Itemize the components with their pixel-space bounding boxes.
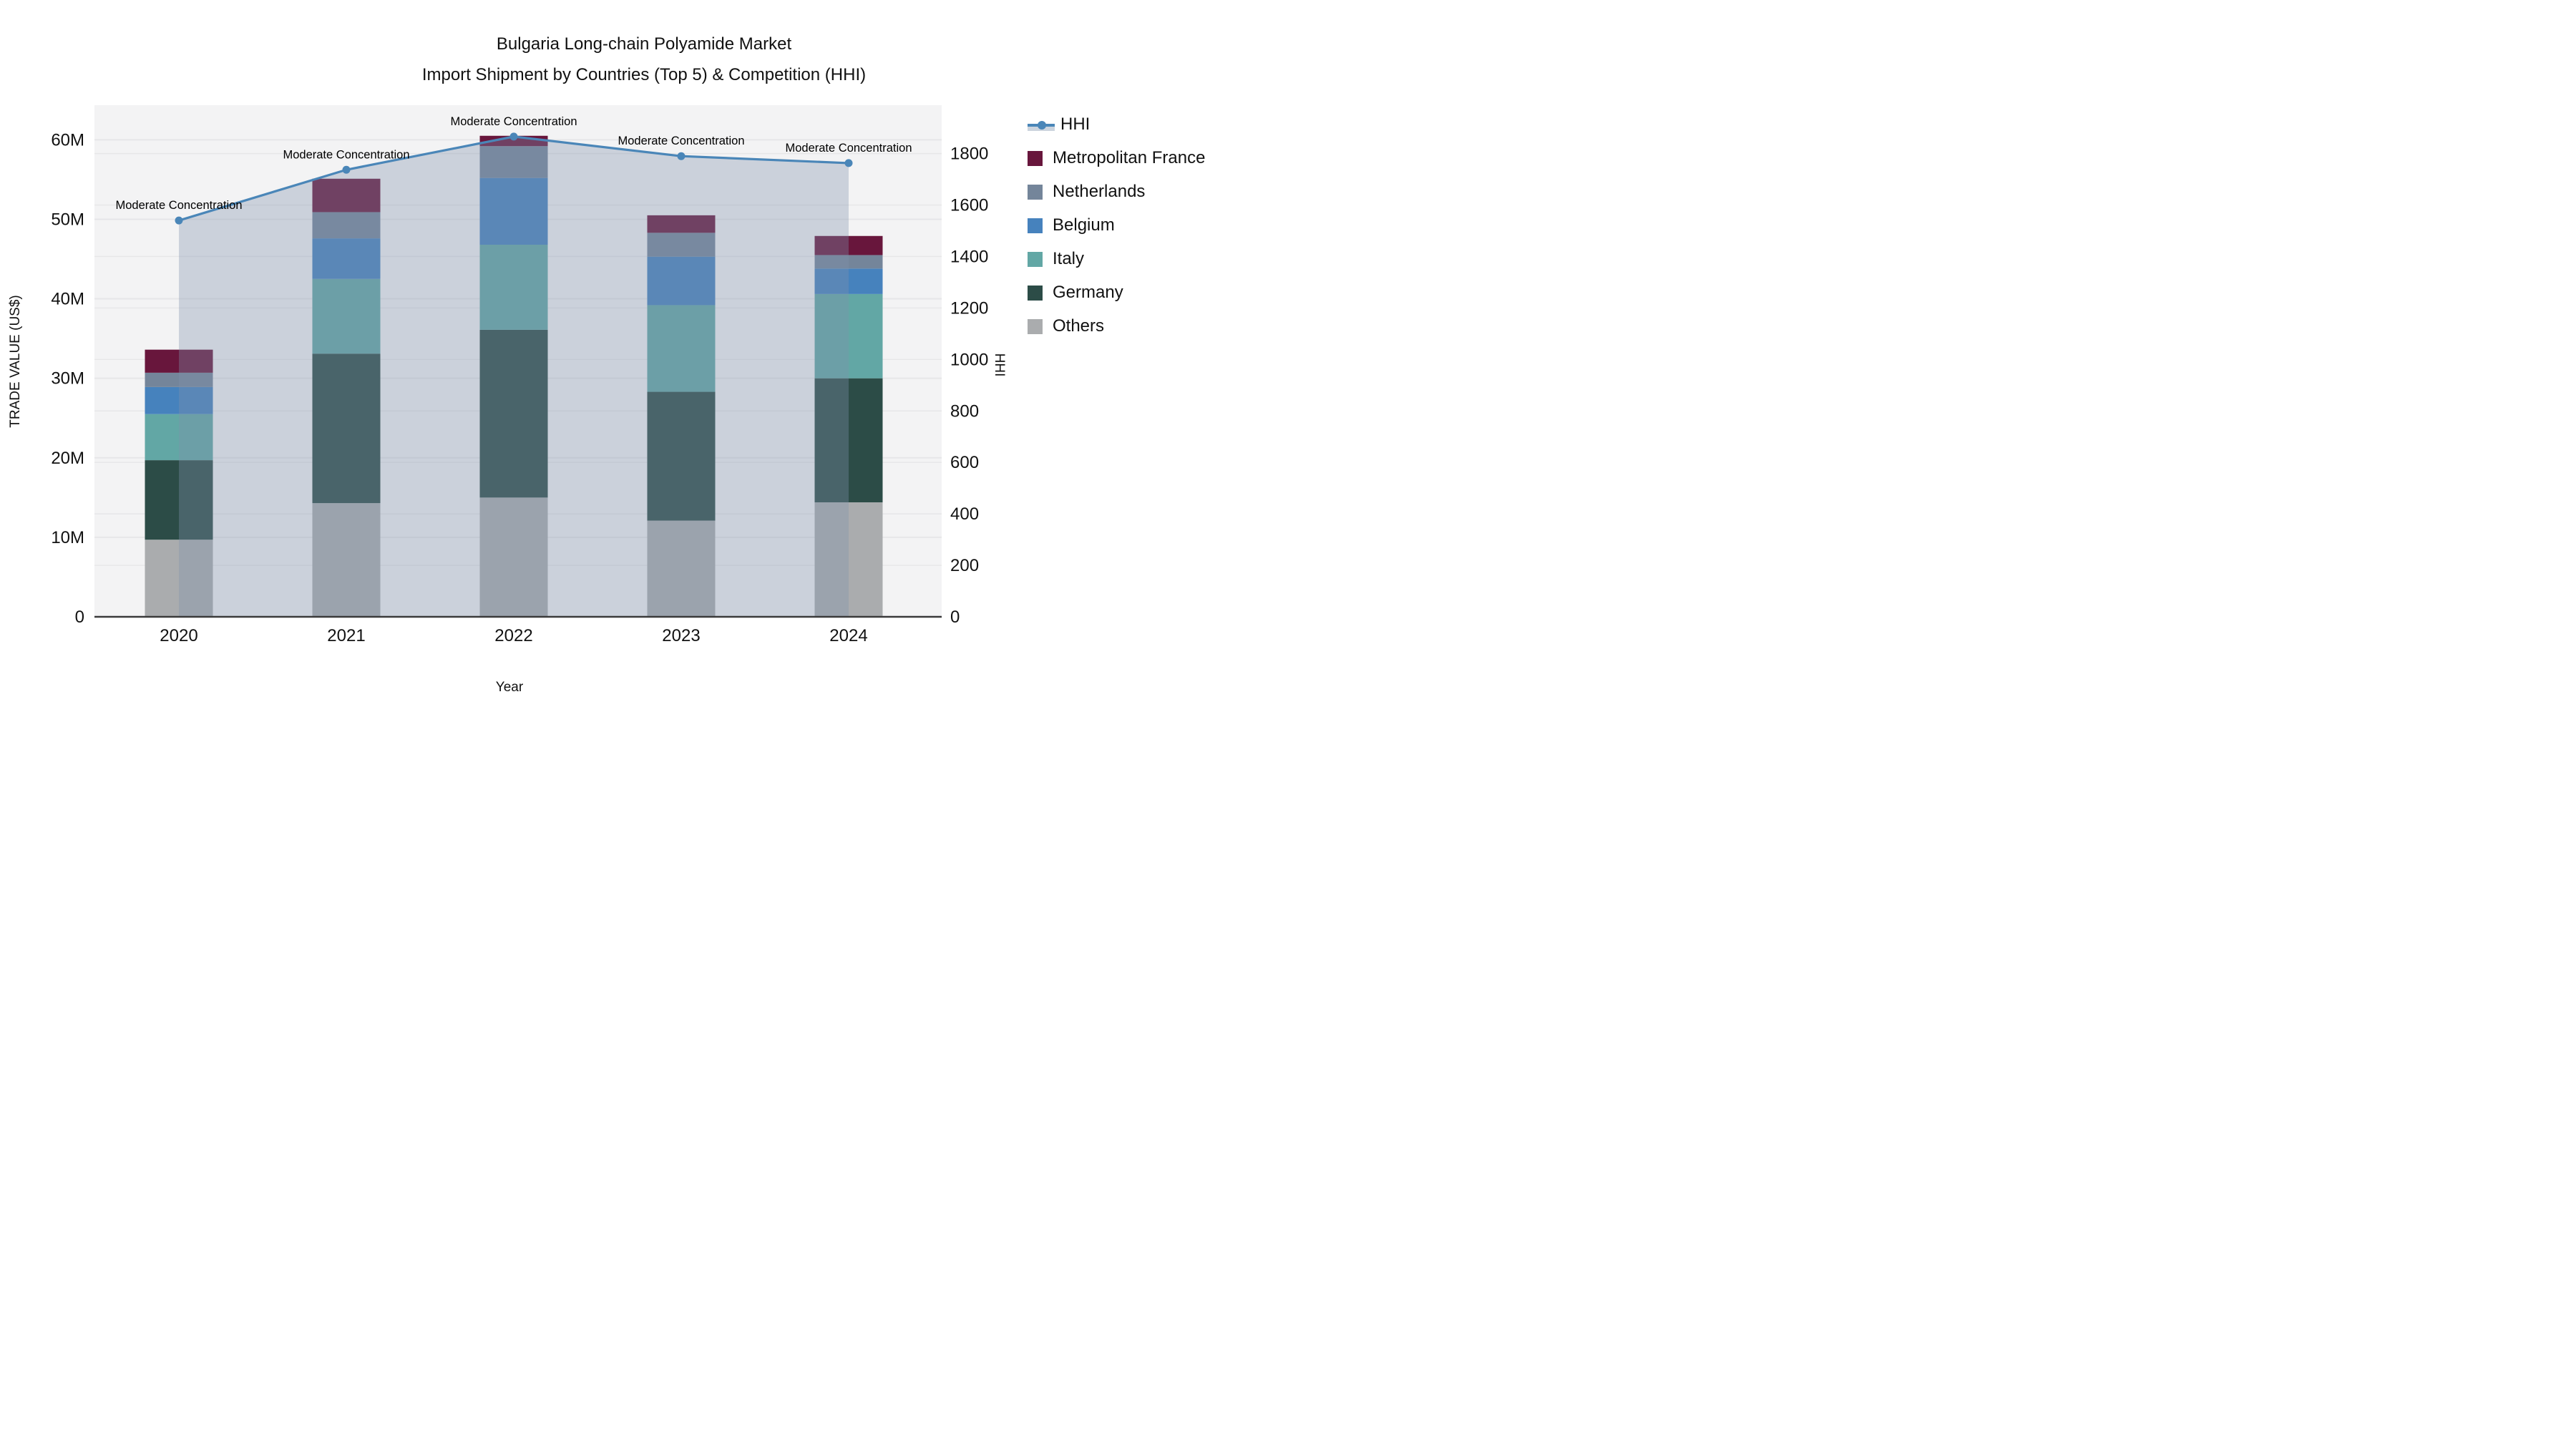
bar-2024-segment-italy [814,293,883,379]
bar-2024-segment-netherlands [814,255,883,269]
legend: HHI Metropolitan France Netherlands Belgium… [1028,114,1205,336]
bar-2021-segment-belgium [312,238,381,279]
x-tick-2022: 2022 [494,626,532,645]
bar-2024-segment-metropolitan-france [814,235,883,255]
bar-2022-segment-italy [479,245,548,330]
chart-figure: Bulgaria Long-chain Polyamide Market Imp… [0,0,1288,724]
hhi-marker-2020 [175,216,183,225]
y-right-tick-1000: 1000 [950,350,988,369]
legend-label: Italy [1053,249,1085,268]
legend-swatch-icon [1028,251,1043,267]
legend-swatch-icon [1028,184,1043,200]
chart-title-line1: Bulgaria Long-chain Polyamide Market [496,34,792,54]
annotation-2024: Moderate Concentration [785,142,912,155]
x-tick-2021: 2021 [327,626,365,645]
legend-item-germany[interactable]: Germany [1028,283,1205,303]
bar-2024-segment-germany [814,378,883,502]
y-left-tick-50M: 50M [51,210,84,229]
y-right-tick-1200: 1200 [950,298,988,318]
y-left-tick-30M: 30M [51,369,84,389]
y-right-tick-1600: 1600 [950,196,988,215]
plot-canvas: Moderate Concentration Moderate Concentra… [51,105,988,645]
bar-2020-segment-germany [145,460,213,540]
hhi-area-fill [179,136,849,617]
annotation-2023: Moderate Concentration [618,135,744,147]
y-right-tick-0: 0 [950,608,960,627]
bar-2020-segment-italy [145,414,213,461]
y-left-tick-10M: 10M [51,528,84,547]
annotation-2022: Moderate Concentration [450,115,577,128]
x-tick-2024: 2024 [829,626,867,645]
legend-label: Metropolitan France [1053,148,1206,167]
hhi-marker-2024 [844,159,853,167]
chart-title-line2: Import Shipment by Countries (Top 5) & C… [421,65,867,84]
bar-2021-segment-italy [312,278,381,354]
legend-item-belgium[interactable]: Belgium [1028,215,1205,235]
y-left-tick-0: 0 [75,608,84,627]
legend-item-metropolitan-france[interactable]: Metropolitan France [1028,148,1205,168]
bar-2024-segment-belgium [814,268,883,294]
y-right-tick-600: 600 [950,453,979,472]
legend-label: Belgium [1053,215,1115,235]
y-right-tick-800: 800 [950,401,979,421]
bar-2020-segment-netherlands [145,372,213,387]
chart-title: Bulgaria Long-chain Polyamide Market Imp… [0,29,1288,90]
legend-item-italy[interactable]: Italy [1028,249,1205,269]
bar-2023-segment-netherlands [647,233,716,257]
bar-2022-segment-germany [479,329,548,498]
bar-2021-segment-netherlands [312,212,381,239]
legend-label: Germany [1053,283,1123,302]
legend-item-hhi[interactable]: HHI [1028,114,1205,135]
legend-label: Netherlands [1053,182,1146,201]
hhi-marker-2022 [509,132,518,141]
legend-swatch-icon [1028,150,1043,166]
hhi-line-swatch-icon [1028,117,1055,132]
y-right-tick-1400: 1400 [950,247,988,266]
y-right-tick-400: 400 [950,504,979,524]
y-right-tick-200: 200 [950,556,979,575]
legend-label: HHI [1060,114,1091,134]
bar-2022-segment-others [479,497,548,617]
hhi-marker-2021 [342,165,351,174]
hhi-marker-2023 [677,152,686,160]
x-axis-title: Year [495,680,524,695]
bar-2023-segment-others [647,520,716,617]
bar-2021-segment-metropolitan-france [312,178,381,213]
x-tick-2023: 2023 [662,626,700,645]
bar-2020-segment-belgium [145,386,213,414]
bar-2021-segment-germany [312,353,381,504]
y-right-tick-1800: 1800 [950,145,988,164]
annotation-2020: Moderate Concentration [115,199,242,212]
legend-item-others[interactable]: Others [1028,316,1205,336]
bar-2023-segment-italy [647,305,716,392]
bar-2021-segment-others [312,503,381,617]
bar-2020-segment-metropolitan-france [145,349,213,373]
bar-2023-segment-germany [647,391,716,521]
bar-2022-segment-belgium [479,177,548,245]
legend-swatch-icon [1028,285,1043,301]
bar-2023-segment-metropolitan-france [647,215,716,233]
y-left-axis-title: TRADE VALUE (US$) [8,295,23,428]
y-right-axis-title: HHI [992,353,1007,377]
legend-swatch-icon [1028,318,1043,334]
bar-2024-segment-others [814,502,883,617]
legend-label: Others [1053,316,1105,336]
y-left-tick-20M: 20M [51,449,84,468]
bar-2022-segment-netherlands [479,146,548,178]
y-left-tick-40M: 40M [51,290,84,309]
x-tick-2020: 2020 [160,626,197,645]
bar-2023-segment-belgium [647,256,716,306]
legend-item-netherlands[interactable]: Netherlands [1028,182,1205,202]
annotation-2021: Moderate Concentration [283,148,409,161]
legend-swatch-icon [1028,218,1043,233]
bar-2020-segment-others [145,540,213,617]
y-left-tick-60M: 60M [51,130,84,150]
